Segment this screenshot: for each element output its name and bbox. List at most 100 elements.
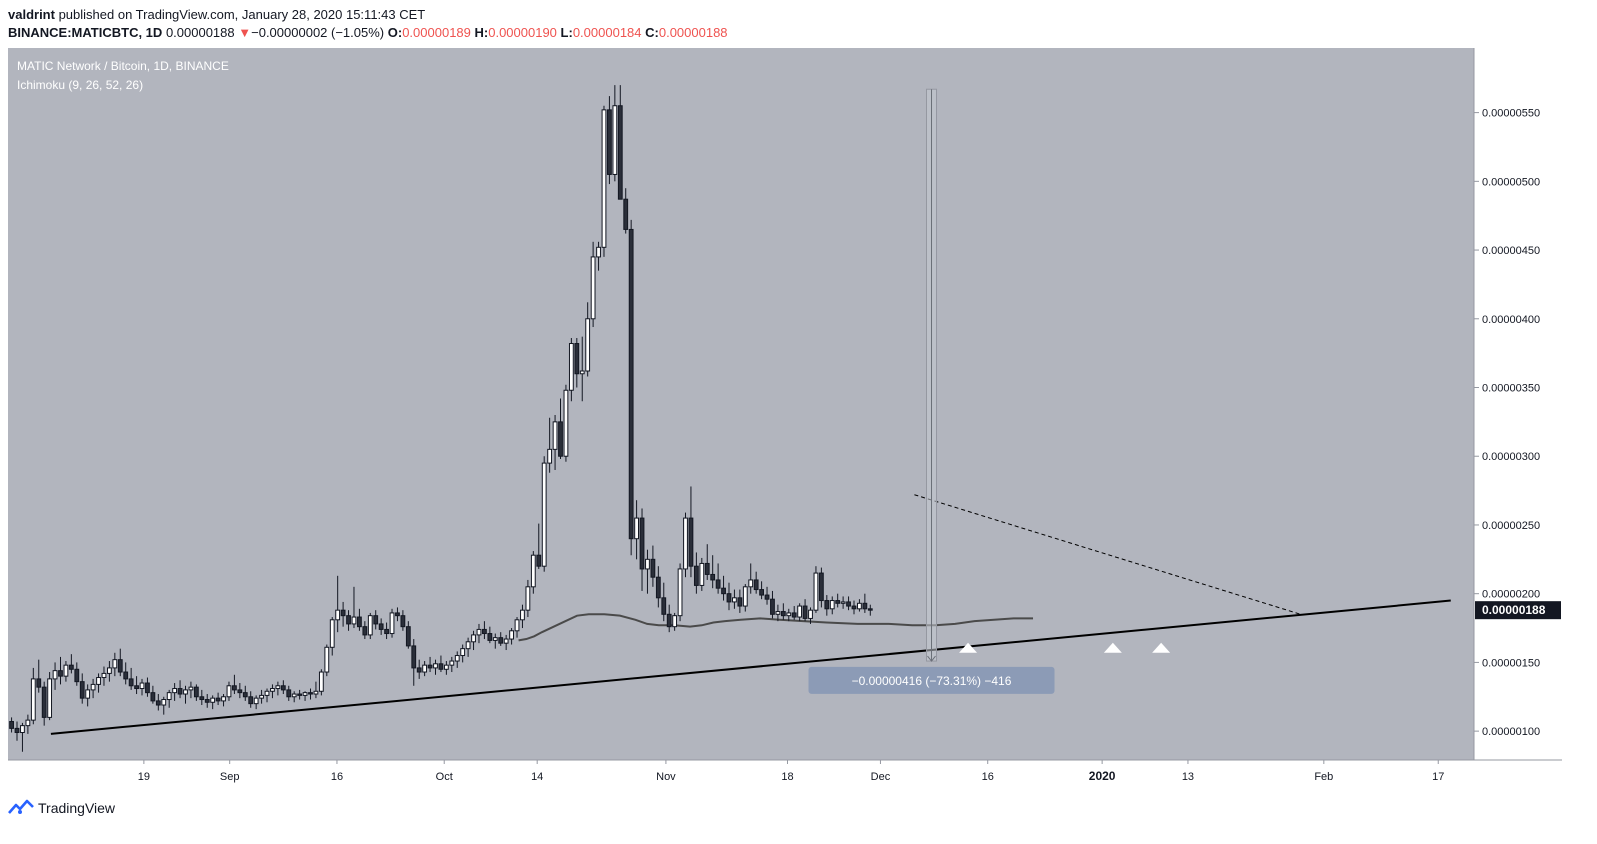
measure-label-box — [808, 666, 1055, 694]
candle-body — [90, 683, 96, 691]
candle-body — [188, 686, 194, 691]
candle-body — [172, 688, 178, 694]
candle-body — [30, 678, 36, 721]
candle-body — [297, 693, 303, 696]
candle-body — [280, 685, 286, 691]
candle-body — [291, 693, 297, 698]
candle-body — [514, 619, 520, 632]
candle-body — [145, 682, 150, 694]
candle-body — [384, 628, 389, 635]
candle-body — [541, 462, 547, 567]
candle-body — [628, 228, 634, 540]
candle-body — [579, 370, 585, 375]
candle-body — [601, 109, 607, 248]
candle-body — [683, 517, 688, 570]
candle-body — [101, 672, 107, 679]
candle-body — [346, 615, 351, 625]
candle-body — [9, 721, 14, 729]
candle-body — [590, 256, 596, 320]
candle-body — [438, 663, 444, 670]
y-tick-label: 0.00000500 — [1482, 176, 1540, 188]
y-tick-label: 0.00000150 — [1482, 657, 1540, 669]
candle-body — [411, 645, 417, 669]
candle-body — [840, 601, 846, 604]
candle-body — [617, 105, 623, 200]
time-axis[interactable] — [8, 760, 1562, 788]
y-tick-label: 0.00000250 — [1482, 520, 1540, 532]
candle-body — [302, 692, 308, 696]
candle-body — [378, 623, 384, 630]
low-value: 0.00000184 — [572, 25, 642, 40]
candle-body — [655, 576, 661, 599]
trendlines — [50, 494, 1451, 735]
tradingview-logo-icon — [8, 799, 34, 814]
candle-body — [639, 517, 645, 570]
candle-body — [732, 597, 737, 603]
x-tick-label: Oct — [436, 771, 453, 783]
candle-body — [818, 572, 824, 602]
price-axis[interactable] — [1474, 48, 1562, 760]
publisher-info: published on TradingView.com, January 28… — [54, 7, 426, 22]
candle-body — [134, 685, 139, 690]
y-tick-label: 0.00000300 — [1482, 451, 1540, 463]
candle-body — [715, 579, 721, 589]
current-price-box — [1475, 601, 1561, 620]
candle-body — [183, 689, 188, 695]
candle-body — [704, 562, 710, 575]
candle-body — [688, 517, 694, 567]
candle-body — [85, 689, 91, 699]
x-tick-label: Nov — [656, 771, 676, 783]
symbol-label: BINANCE:MATICBTC, 1D — [8, 25, 163, 40]
candle-body — [813, 572, 819, 611]
measure-tool[interactable]: −0.00000416 (−73.31%) −416 — [808, 88, 1055, 694]
candle-body — [400, 615, 406, 628]
plot-area[interactable] — [8, 48, 1474, 760]
publisher-name[interactable]: valdrint — [8, 7, 55, 22]
price-change: −0.00000002 (−1.05%) — [251, 25, 385, 40]
candle-body — [460, 648, 466, 657]
candle-body — [492, 637, 498, 641]
candle-body — [710, 573, 716, 581]
candle-body — [264, 690, 270, 696]
candle-body — [585, 318, 591, 372]
candle-body — [422, 664, 428, 673]
open-value: 0.00000189 — [402, 25, 471, 40]
candle-body — [433, 663, 438, 669]
candle-body — [139, 682, 145, 690]
y-tick-label: 0.00000400 — [1482, 314, 1540, 326]
candle-body — [547, 448, 553, 464]
candle-body — [775, 611, 781, 615]
candle-body — [226, 685, 232, 698]
candle-body — [25, 719, 31, 727]
high-label: H: — [474, 25, 489, 40]
candle-body — [568, 343, 574, 391]
candle-body — [210, 697, 216, 703]
candle-body — [824, 600, 830, 610]
measure-arrowhead — [927, 655, 936, 662]
candle-body — [367, 615, 373, 636]
candle-body — [530, 554, 536, 588]
candle-body — [373, 615, 379, 625]
up-marker-icon — [1103, 642, 1122, 653]
candle-body — [357, 616, 362, 628]
candle-body — [416, 667, 422, 673]
candle-body — [487, 633, 493, 641]
candle-body — [482, 628, 487, 635]
candle-body — [748, 579, 754, 588]
candle-body — [58, 670, 63, 677]
x-tick-label: 16 — [982, 771, 994, 783]
y-tick-label: 0.00000350 — [1482, 383, 1540, 395]
candle-body — [693, 565, 699, 586]
candle-body — [275, 685, 281, 690]
close-value: 0.00000188 — [658, 25, 728, 40]
close-label: C: — [645, 25, 659, 40]
tradingview-logo[interactable]: TradingView — [8, 799, 115, 817]
candle-body — [666, 613, 672, 628]
candle-body — [650, 558, 656, 578]
candle-body — [177, 688, 183, 695]
indicator-label[interactable]: Ichimoku (9, 26, 52, 26) — [17, 78, 143, 92]
candle-body — [536, 554, 542, 567]
x-tick-label: 16 — [331, 771, 343, 783]
y-tick-label: 0.00000100 — [1482, 726, 1540, 738]
